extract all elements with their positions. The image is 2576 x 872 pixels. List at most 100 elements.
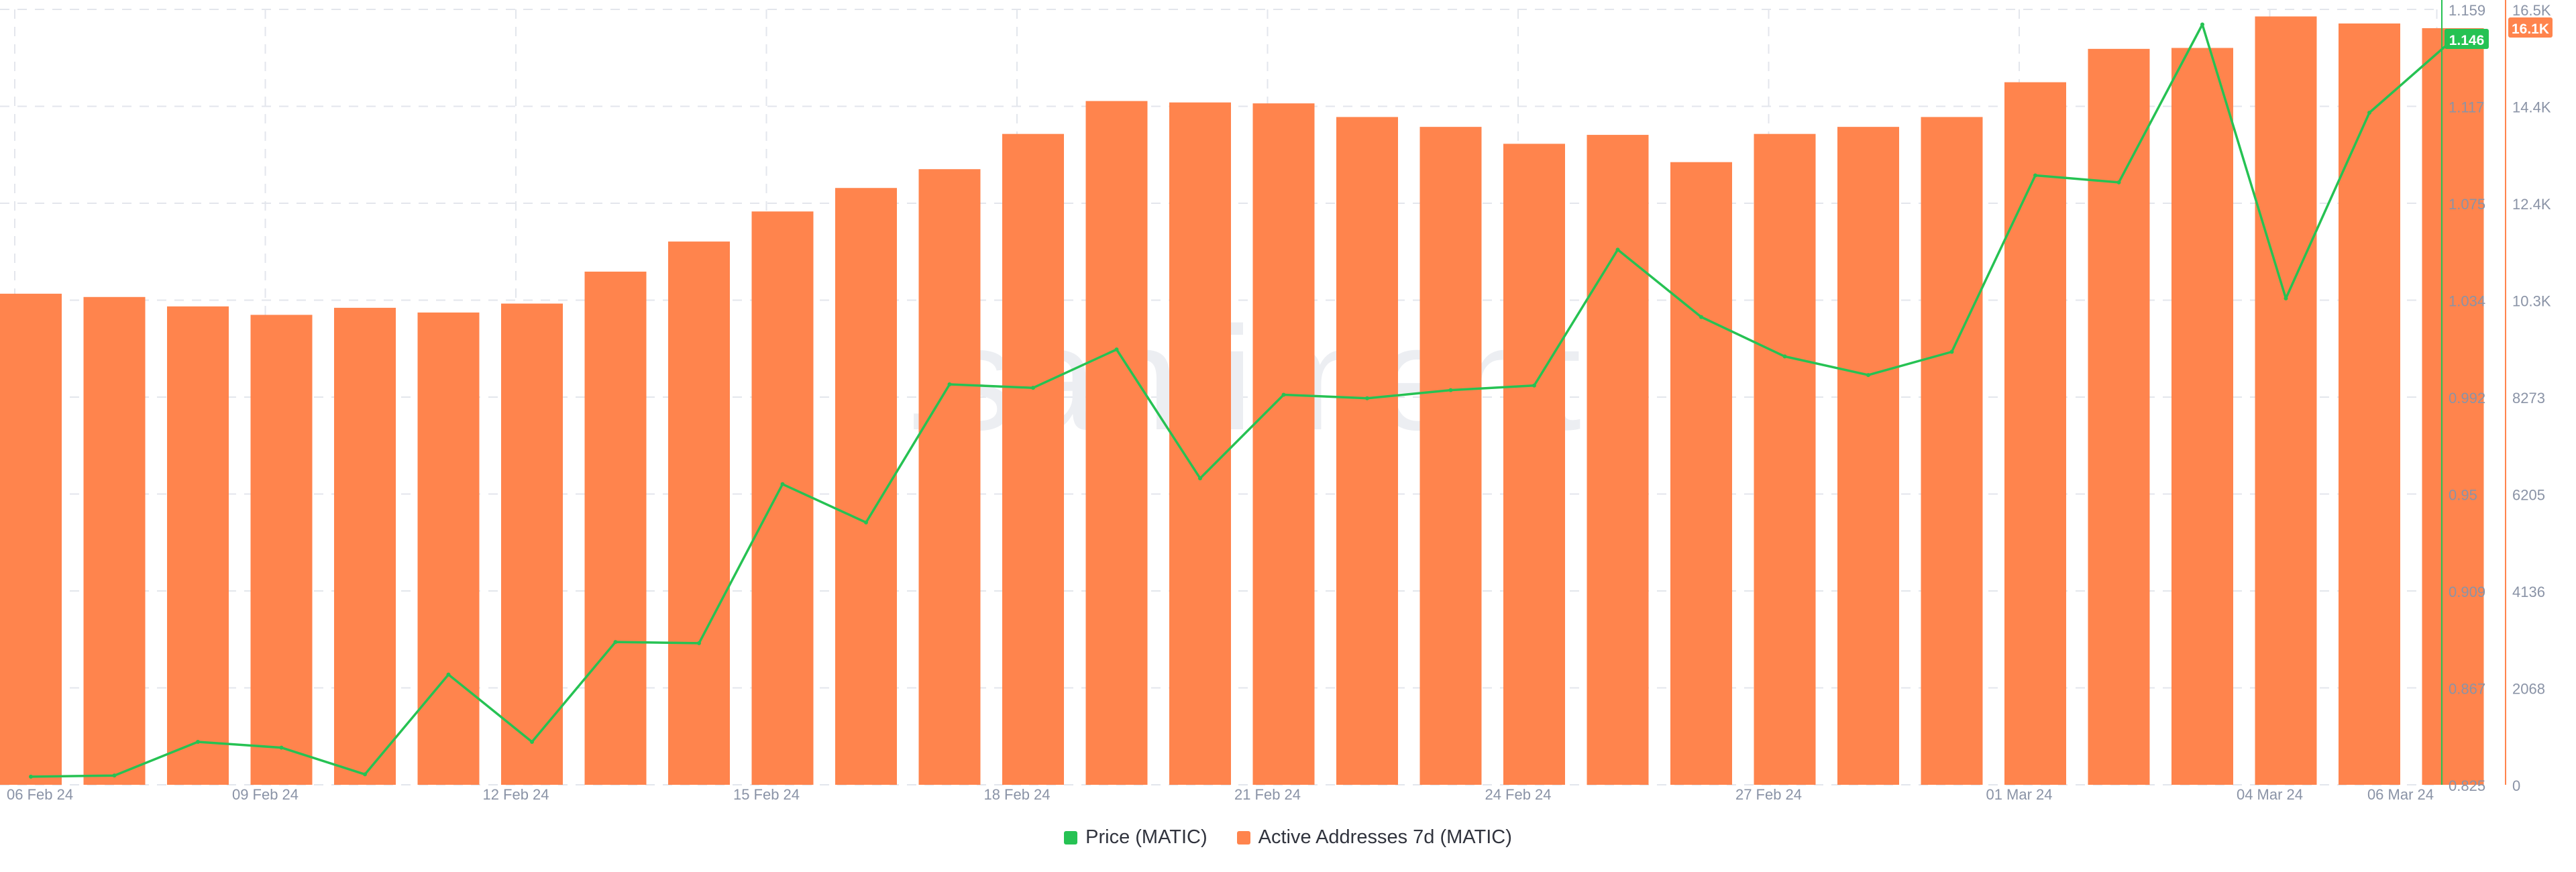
price-point[interactable]: [613, 640, 618, 645]
bar-active-addresses[interactable]: [2088, 48, 2150, 785]
bar-active-addresses[interactable]: [1252, 103, 1315, 785]
price-point[interactable]: [780, 482, 785, 486]
bar-active-addresses[interactable]: [668, 241, 730, 785]
price-point[interactable]: [1532, 383, 1536, 388]
right-axis-tick-label: 4136: [2512, 584, 2545, 600]
price-point[interactable]: [1281, 392, 1286, 397]
price-point[interactable]: [697, 641, 701, 645]
price-point[interactable]: [1615, 248, 1620, 252]
price-point[interactable]: [279, 745, 284, 750]
x-axis: 06 Feb 24 09 Feb 24 12 Feb 24 15 Feb 24 18 F…: [7, 786, 2434, 803]
left-axis-tick-label: 0.909: [2449, 584, 2485, 600]
price-point[interactable]: [446, 672, 451, 677]
x-axis-tick-label: 15 Feb 24: [733, 786, 800, 803]
bar-active-addresses[interactable]: [1670, 162, 1732, 785]
left-axis-tick-label: 0.992: [2449, 390, 2485, 406]
right-axis-tick-label: 6205: [2512, 487, 2545, 504]
active-addresses-bars: [0, 16, 2484, 785]
bar-active-addresses[interactable]: [1169, 102, 1231, 785]
right-axis-tick-label: 8273: [2512, 390, 2545, 406]
x-axis-tick-label: 27 Feb 24: [1735, 786, 1802, 803]
price-point[interactable]: [2284, 296, 2288, 301]
bar-active-addresses[interactable]: [2255, 16, 2317, 785]
price-point[interactable]: [1699, 315, 1703, 319]
bar-active-addresses[interactable]: [1085, 101, 1148, 785]
bar-active-addresses[interactable]: [2004, 82, 2066, 785]
price-point[interactable]: [2367, 111, 2371, 115]
x-axis-tick-label: 12 Feb 24: [482, 786, 549, 803]
bar-active-addresses[interactable]: [334, 307, 396, 785]
x-axis-tick-label: 24 Feb 24: [1485, 786, 1551, 803]
current-value-badges: 1.146 16.1K: [2445, 17, 2553, 49]
legend-item-active-addresses[interactable]: Active Addresses 7d (MATIC): [1236, 826, 1512, 849]
bar-active-addresses[interactable]: [751, 211, 814, 785]
bar-active-addresses[interactable]: [1336, 117, 1398, 785]
left-axis-tick-label: 1.117: [2449, 99, 2484, 116]
bar-active-addresses[interactable]: [2171, 48, 2233, 785]
price-point[interactable]: [2116, 180, 2121, 184]
right-axis-tick-label: 2068: [2512, 681, 2545, 698]
left-y-axis: 0.825 0.867 0.909 0.95 0.992 1.034 1.075 1.117 1…: [2441, 0, 2485, 794]
left-axis-tick-label: 0.867: [2449, 681, 2485, 698]
right-axis-tick-label: 0: [2512, 777, 2520, 794]
price-line[interactable]: [30, 23, 2454, 778]
price-point[interactable]: [29, 774, 33, 779]
right-axis-tick-label: 14.4K: [2512, 99, 2551, 116]
bar-active-addresses[interactable]: [918, 169, 981, 785]
bar-active-addresses[interactable]: [1587, 135, 1649, 785]
price-point[interactable]: [1198, 476, 1202, 481]
bar-active-addresses[interactable]: [1503, 144, 1565, 785]
left-axis-tick-label: 0.95: [2449, 487, 2477, 504]
right-axis-tick-label: 12.4K: [2512, 196, 2551, 213]
price-point[interactable]: [1782, 354, 1787, 359]
left-axis-tick-label: 0.825: [2449, 777, 2485, 794]
left-axis-tick-label: 1.034: [2449, 293, 2485, 310]
bar-active-addresses[interactable]: [0, 293, 62, 785]
bar-active-addresses[interactable]: [584, 271, 647, 785]
price-point[interactable]: [1866, 373, 1870, 378]
price-point[interactable]: [1949, 349, 1954, 354]
current-price-badge: [2445, 28, 2489, 49]
bar-active-addresses[interactable]: [1837, 127, 1899, 785]
price-point[interactable]: [1031, 386, 1035, 390]
price-point[interactable]: [196, 739, 200, 744]
price-point[interactable]: [2033, 173, 2037, 178]
right-axis-tick-label: 16.5K: [2512, 2, 2551, 19]
price-point[interactable]: [1448, 388, 1453, 392]
bar-active-addresses[interactable]: [417, 312, 480, 785]
bar-active-addresses[interactable]: [83, 296, 146, 785]
bar-active-addresses[interactable]: [2339, 23, 2400, 785]
bar-active-addresses[interactable]: [1419, 127, 1482, 785]
price-point[interactable]: [363, 772, 367, 777]
bar-active-addresses[interactable]: [250, 315, 313, 785]
right-axis-tick-label: 10.3K: [2512, 293, 2551, 310]
current-active-addresses-label: 16.1K: [2512, 21, 2549, 37]
bar-active-addresses[interactable]: [1754, 133, 1816, 785]
bar-active-addresses[interactable]: [2422, 28, 2484, 785]
x-axis-tick-label: 01 Mar 24: [1986, 786, 2052, 803]
bar-active-addresses[interactable]: [167, 306, 229, 785]
price-point[interactable]: [864, 520, 868, 525]
bar-active-addresses[interactable]: [1921, 117, 1983, 785]
legend: Price (MATIC) Active Addresses 7d (MATIC…: [0, 826, 2576, 849]
price-point[interactable]: [530, 739, 534, 744]
price-point[interactable]: [112, 773, 117, 778]
right-y-axis: 0 2068 4136 6205 8273 10.3K 12.4K 14.4K 16.5K: [2505, 0, 2551, 794]
bar-active-addresses[interactable]: [501, 303, 563, 785]
price-point[interactable]: [1365, 396, 1369, 400]
current-price-label: 1.146: [2449, 33, 2485, 48]
price-point[interactable]: [2200, 22, 2204, 27]
price-line-layer: [29, 22, 2455, 779]
legend-item-price[interactable]: Price (MATIC): [1064, 826, 1208, 849]
left-axis-tick-label: 1.159: [2449, 2, 2485, 19]
bar-active-addresses[interactable]: [1002, 133, 1064, 785]
price-point[interactable]: [1114, 347, 1119, 352]
current-active-addresses-badge: [2508, 17, 2553, 38]
x-axis-tick-label: 06 Feb 24: [7, 786, 73, 803]
legend-swatch-active-addresses: [1236, 830, 1250, 844]
x-axis-tick-label: 09 Feb 24: [232, 786, 299, 803]
price-point[interactable]: [947, 382, 952, 386]
legend-swatch-price: [1064, 830, 1078, 844]
x-axis-tick-label: 04 Mar 24: [2237, 786, 2303, 803]
